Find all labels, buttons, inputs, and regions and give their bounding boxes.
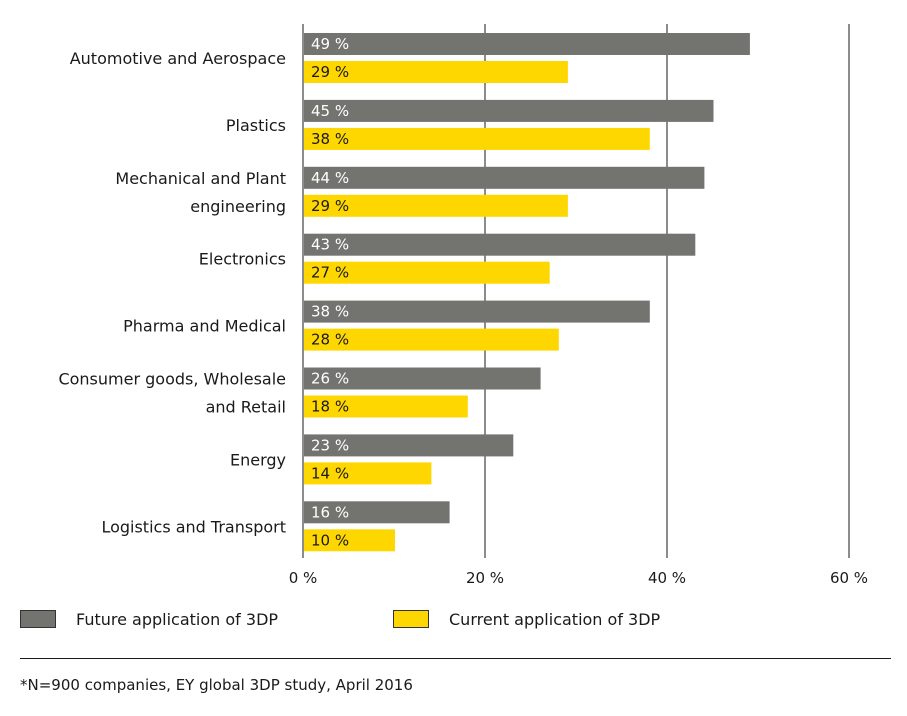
data-label-current-4: 28 % <box>311 331 349 349</box>
x-tick-label-60: 60 % <box>830 569 868 587</box>
bar-future-6 <box>304 434 514 457</box>
category-label-1: Plastics <box>226 116 286 135</box>
bar-future-2 <box>304 166 705 189</box>
category-label-6: Energy <box>230 450 286 469</box>
bar-current-3 <box>304 261 550 284</box>
bar-future-5 <box>304 367 541 390</box>
bar-future-3 <box>304 233 696 256</box>
bar-current-4 <box>304 328 559 351</box>
legend-label-future: Future application of 3DP <box>76 609 279 629</box>
category-label-2-line-0: Mechanical and Plant <box>115 169 286 188</box>
data-label-future-2: 44 % <box>311 169 349 187</box>
bar-chart: 49 % 29 % Automotive and Aerospace 45 % 38 %… <box>58 24 868 587</box>
data-label-current-0: 29 % <box>311 63 349 81</box>
data-label-current-7: 10 % <box>311 531 349 549</box>
data-label-current-1: 38 % <box>311 130 349 148</box>
bar-future-1 <box>304 99 714 122</box>
data-label-future-1: 45 % <box>311 102 349 120</box>
legend-swatch-future <box>20 610 56 628</box>
bar-current-0 <box>304 61 568 83</box>
data-label-future-3: 43 % <box>311 236 349 254</box>
bar-current-2 <box>304 194 568 217</box>
data-label-current-5: 18 % <box>311 398 349 416</box>
data-label-future-0: 49 % <box>311 35 349 53</box>
category-label-0: Automotive and Aerospace <box>70 49 286 68</box>
category-label-2-line-1: engineering <box>190 197 286 216</box>
bar-current-6 <box>304 462 432 485</box>
bar-current-5 <box>304 395 468 418</box>
chart-legend: Future application of 3DP Current applic… <box>0 606 907 632</box>
footnote: *N=900 companies, EY global 3DP study, A… <box>20 676 413 694</box>
data-label-future-4: 38 % <box>311 303 349 321</box>
data-label-current-2: 29 % <box>311 197 349 215</box>
x-tick-label-40: 40 % <box>648 569 686 587</box>
data-label-current-6: 14 % <box>311 464 349 482</box>
bar-future-0 <box>304 33 750 55</box>
bar-current-7 <box>304 529 395 552</box>
x-tick-label-20: 20 % <box>466 569 504 587</box>
legend-label-current: Current application of 3DP <box>449 609 661 629</box>
data-label-current-3: 27 % <box>311 264 349 282</box>
data-label-future-5: 26 % <box>311 370 349 388</box>
legend-swatch-current <box>393 610 429 628</box>
legend-item-current: Current application of 3DP <box>393 606 660 632</box>
category-label-4: Pharma and Medical <box>123 317 286 336</box>
category-label-5-line-1: and Retail <box>206 398 286 417</box>
category-label-3: Electronics <box>199 250 286 269</box>
data-label-future-6: 23 % <box>311 436 349 454</box>
category-label-7: Logistics and Transport <box>101 517 286 536</box>
bar-current-1 <box>304 127 650 150</box>
category-label-5-line-0: Consumer goods, Wholesale <box>58 370 286 389</box>
footer-divider <box>20 658 891 659</box>
bar-future-7 <box>304 501 450 524</box>
x-tick-label-0: 0 % <box>289 569 318 587</box>
bar-future-4 <box>304 300 650 323</box>
legend-item-future: Future application of 3DP <box>20 606 278 632</box>
data-label-future-7: 16 % <box>311 503 349 521</box>
